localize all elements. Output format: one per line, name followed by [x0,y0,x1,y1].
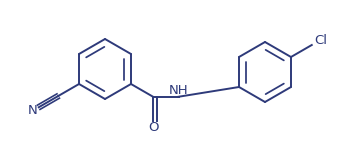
Text: NH: NH [169,84,189,97]
Text: N: N [28,104,37,117]
Text: Cl: Cl [314,34,327,46]
Text: O: O [148,121,158,134]
